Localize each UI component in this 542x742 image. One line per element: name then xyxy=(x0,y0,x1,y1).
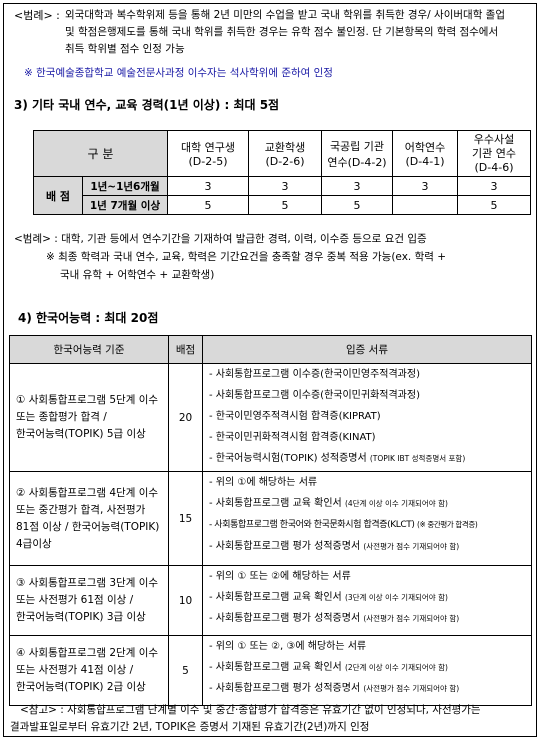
table1-row-group: 배 점 xyxy=(33,176,83,215)
korean-ability-table: 한국어능력 기준 배점 입증 서류 ① 사회통합프로그램 5단계 이수 또는 종합… xyxy=(9,335,532,706)
table1-col-5: 우수사설 기관 연수 (D-4-6) xyxy=(457,130,531,177)
note4-line2: 결과발표일로부터 유효기간 2년, TOPIK은 증명서 기재된 유효기간(2년… xyxy=(10,721,370,733)
note1-line3: 취득 학위별 점수 인정 가능 xyxy=(65,43,185,55)
document-frame xyxy=(3,3,537,737)
table2-row4-score: 5 xyxy=(168,635,203,706)
table2-row4-docs: - 위의 ① 또는 ②, ③에 해당하는 서류 - 사회통합프로그램 교육 확인… xyxy=(202,635,532,706)
note3-line1: <범례> : 대학, 기관 등에서 연수기간을 기재하여 발급한 경력, 이력,… xyxy=(14,233,427,245)
doc-item: - 한국이민귀화적격시험 합격증(KINAT) xyxy=(209,432,376,443)
table2-row2-docs: - 위의 ①에 해당하는 서류 - 사회통합프로그램 교육 확인서 (4단계 이… xyxy=(202,471,532,566)
training-score-table: 구 분 대학 연구생 (D-2-5) 교환학생 (D-2-6) 국공립 기관 연수(D… xyxy=(33,130,531,215)
doc-item: - 사회통합프로그램 교육 확인서 (4단계 이상 이수 기재되어야 함) xyxy=(209,498,448,509)
doc-item: - 위의 ① 또는 ②에 해당하는 서류 xyxy=(209,571,351,582)
table1-cell xyxy=(392,195,458,215)
table2-row3-docs: - 위의 ① 또는 ②에 해당하는 서류 - 사회통합프로그램 교육 확인서 (… xyxy=(202,565,532,636)
table1-cell: 3 xyxy=(321,176,393,196)
doc-item: - 사회통합프로그램 평가 성적증명서 (사전평가 점수 기재되어야 함) xyxy=(209,683,460,694)
note4-line1: <참고> : 사회통합프로그램 단계별 이수 및 중간·종합평가 합격증은 유효… xyxy=(20,704,481,716)
section4-title: 4) 한국어능력 : 최대 20점 xyxy=(18,311,159,325)
table2-header-docs: 입증 서류 xyxy=(202,335,532,364)
table2-row2-score: 15 xyxy=(168,471,203,566)
note1-label: <범례> : xyxy=(14,9,60,22)
table2-row1-docs: - 사회통합프로그램 이수증(한국이민영주적격과정) - 사회통합프로그램 이수… xyxy=(202,363,532,472)
table1-cell: 3 xyxy=(457,176,531,196)
table2-row1-criteria: ① 사회통합프로그램 5단계 이수 또는 종합평가 합격 / 한국어능력(TOPIK… xyxy=(9,363,169,472)
table1-col-2: 교환학생 (D-2-6) xyxy=(248,130,322,177)
table1-row1-label: 1년~1년6개월 xyxy=(82,176,168,196)
table1-col-4: 어학연수 (D-4-1) xyxy=(392,130,458,177)
doc-item: - 사회통합프로그램 이수증(한국이민귀화적격과정) xyxy=(209,390,420,401)
doc-item: - 위의 ①에 해당하는 서류 xyxy=(209,477,318,488)
doc-item: - 사회통합프로그램 교육 확인서 (2단계 이상 이수 기재되어야 함) xyxy=(209,662,448,673)
table1-cell: 5 xyxy=(321,195,393,215)
table1-col-1: 대학 연구생 (D-2-5) xyxy=(167,130,249,177)
doc-item: - 한국어능력시험(TOPIK) 성적증명서 (TOPIK IBT 성적증명서 … xyxy=(209,453,466,464)
table2-row3-criteria: ③ 사회통합프로그램 3단계 이수 또는 사전평가 61점 이상 / 한국어능력(T… xyxy=(9,565,169,636)
table2-row1-score: 20 xyxy=(168,363,203,472)
table2-row4-criteria: ④ 사회통합프로그램 2단계 이수 또는 사전평가 41점 이상 / 한국어능력(T… xyxy=(9,635,169,706)
note3-line2: ※ 최종 학력과 국내 연수, 교육, 학력은 기간요건을 충족할 경우 중복 … xyxy=(46,251,447,263)
table2-row3-score: 10 xyxy=(168,565,203,636)
doc-item: - 위의 ① 또는 ②, ③에 해당하는 서류 xyxy=(209,641,367,652)
table1-cell: 5 xyxy=(457,195,531,215)
table2-header-criteria: 한국어능력 기준 xyxy=(9,335,169,364)
table1-cell: 3 xyxy=(167,176,249,196)
note1-line2: 및 학점은행제도를 통해 국내 학위를 취득한 경우는 유학 점수 불인정. 단… xyxy=(65,26,499,38)
section3-title: 3) 기타 국내 연수, 교육 경력(1년 이상) : 최대 5점 xyxy=(14,98,280,112)
doc-item: - 사회통합프로그램 평가 성적증명서 (사전평가 점수 기재되어야 함) xyxy=(209,613,460,624)
doc-item: - 사회통합프로그램 이수증(한국이민영주적격과정) xyxy=(209,369,420,380)
note1-line1: 외국대학과 복수학위제 등을 통해 2년 미만의 수업을 받고 국내 학위를 취… xyxy=(65,9,506,21)
table2-row2-criteria: ② 사회통합프로그램 4단계 이수 또는 중간평가 합격, 사전평가 81점 이상 … xyxy=(9,471,169,566)
table1-cell: 3 xyxy=(248,176,322,196)
table1-cell: 5 xyxy=(167,195,249,215)
table1-row2-label: 1년 7개월 이상 xyxy=(82,195,168,215)
note3-line3: 국내 유학 + 어학연수 + 교환학생) xyxy=(60,269,215,281)
table2-header-score: 배점 xyxy=(168,335,203,364)
doc-item: - 사회통합프로그램 한국어와 한국문화시험 합격증(KLCT) (※ 중간평가… xyxy=(209,520,478,530)
doc-item: - 사회통합프로그램 평가 성적증명서 (사전평가 점수 기재되어야 함) xyxy=(209,541,460,552)
table1-cell: 3 xyxy=(392,176,458,196)
table1-header-label: 구 분 xyxy=(33,130,168,177)
doc-item: - 한국이민영주적격시험 합격증(KIPRAT) xyxy=(209,411,381,422)
doc-item: - 사회통합프로그램 교육 확인서 (3단계 이상 이수 기재되어야 함) xyxy=(209,592,448,603)
table1-col-3: 국공립 기관 연수(D-4-2) xyxy=(321,130,393,177)
note2: ※ 한국예술종합학교 예술전문사과정 이수자는 석사학위에 준하여 인정 xyxy=(24,67,333,79)
table1-cell: 5 xyxy=(248,195,322,215)
